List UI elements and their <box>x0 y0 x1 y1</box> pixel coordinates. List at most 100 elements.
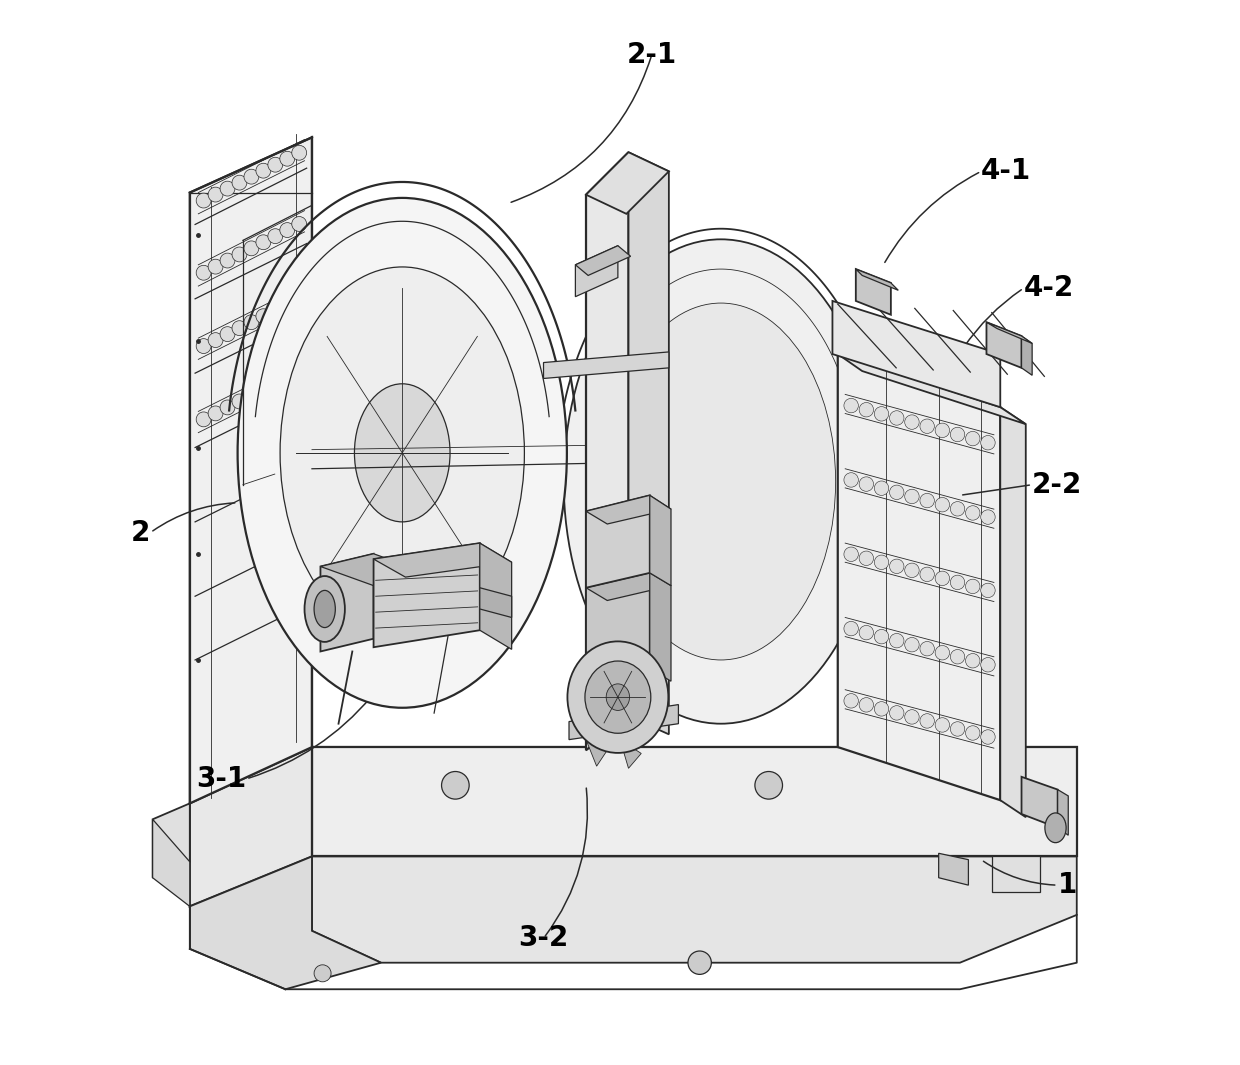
Circle shape <box>232 394 247 409</box>
Polygon shape <box>312 747 1076 856</box>
Polygon shape <box>575 246 618 297</box>
Circle shape <box>280 297 295 312</box>
Circle shape <box>966 579 980 593</box>
Circle shape <box>935 718 950 732</box>
Circle shape <box>196 339 211 354</box>
Circle shape <box>244 241 259 256</box>
Polygon shape <box>320 554 427 586</box>
Circle shape <box>208 259 223 274</box>
Ellipse shape <box>238 198 567 708</box>
Circle shape <box>950 502 965 517</box>
Polygon shape <box>987 323 1022 367</box>
Circle shape <box>950 650 965 663</box>
Polygon shape <box>587 152 668 214</box>
Polygon shape <box>312 856 1076 963</box>
Polygon shape <box>987 323 1032 343</box>
Circle shape <box>950 722 965 736</box>
Circle shape <box>441 771 469 799</box>
Circle shape <box>280 371 295 384</box>
Circle shape <box>935 423 950 438</box>
Circle shape <box>981 436 996 449</box>
Circle shape <box>844 398 858 413</box>
Polygon shape <box>939 853 968 885</box>
Ellipse shape <box>564 240 878 724</box>
Circle shape <box>889 559 904 574</box>
Ellipse shape <box>606 304 836 660</box>
Circle shape <box>268 376 283 391</box>
Circle shape <box>859 403 873 416</box>
Circle shape <box>844 473 858 487</box>
Polygon shape <box>190 747 1076 819</box>
Circle shape <box>844 621 858 636</box>
Circle shape <box>920 641 935 656</box>
Circle shape <box>208 332 223 347</box>
Polygon shape <box>587 573 650 684</box>
Circle shape <box>920 419 935 433</box>
Circle shape <box>874 555 889 570</box>
Text: 2-1: 2-1 <box>626 40 677 68</box>
Circle shape <box>291 216 306 231</box>
Circle shape <box>844 547 858 561</box>
Circle shape <box>905 415 919 429</box>
Circle shape <box>208 406 223 421</box>
Circle shape <box>874 702 889 716</box>
Polygon shape <box>153 819 190 906</box>
Circle shape <box>950 427 965 442</box>
Circle shape <box>966 654 980 668</box>
Text: 4-1: 4-1 <box>981 158 1032 185</box>
Circle shape <box>232 247 247 262</box>
Circle shape <box>859 551 873 566</box>
Circle shape <box>255 382 270 397</box>
Circle shape <box>268 302 283 317</box>
Circle shape <box>889 706 904 720</box>
Circle shape <box>981 510 996 524</box>
Polygon shape <box>587 573 671 601</box>
Polygon shape <box>856 269 890 315</box>
Polygon shape <box>838 354 1001 800</box>
Circle shape <box>905 489 919 504</box>
Circle shape <box>268 158 283 173</box>
Polygon shape <box>832 301 1001 407</box>
Polygon shape <box>620 739 641 768</box>
Ellipse shape <box>585 661 651 734</box>
Circle shape <box>688 951 712 974</box>
Polygon shape <box>190 856 381 989</box>
Circle shape <box>935 571 950 586</box>
Circle shape <box>874 629 889 644</box>
Circle shape <box>950 575 965 590</box>
Circle shape <box>291 145 306 160</box>
Polygon shape <box>153 803 190 878</box>
Polygon shape <box>569 705 678 739</box>
Polygon shape <box>650 495 671 586</box>
Circle shape <box>981 730 996 744</box>
Text: 3-2: 3-2 <box>518 924 569 952</box>
Text: 4-2: 4-2 <box>1024 274 1074 302</box>
Circle shape <box>244 169 259 184</box>
Text: 3-1: 3-1 <box>196 765 246 793</box>
Ellipse shape <box>314 590 335 627</box>
Ellipse shape <box>305 576 345 642</box>
Circle shape <box>844 693 858 708</box>
Circle shape <box>219 327 234 342</box>
Circle shape <box>981 657 996 672</box>
Circle shape <box>981 584 996 597</box>
Circle shape <box>874 481 889 495</box>
Polygon shape <box>1001 407 1025 817</box>
Ellipse shape <box>568 641 668 753</box>
Ellipse shape <box>606 684 630 710</box>
Polygon shape <box>190 137 312 803</box>
Circle shape <box>196 412 211 427</box>
Ellipse shape <box>280 267 525 639</box>
Polygon shape <box>320 554 373 652</box>
Text: 1: 1 <box>1058 871 1076 899</box>
Circle shape <box>966 725 980 740</box>
Circle shape <box>889 485 904 499</box>
Circle shape <box>196 193 211 208</box>
Polygon shape <box>856 269 898 291</box>
Circle shape <box>935 645 950 660</box>
Circle shape <box>255 234 270 249</box>
Polygon shape <box>587 495 650 588</box>
Circle shape <box>196 265 211 280</box>
Polygon shape <box>1058 789 1068 835</box>
Polygon shape <box>587 152 629 750</box>
